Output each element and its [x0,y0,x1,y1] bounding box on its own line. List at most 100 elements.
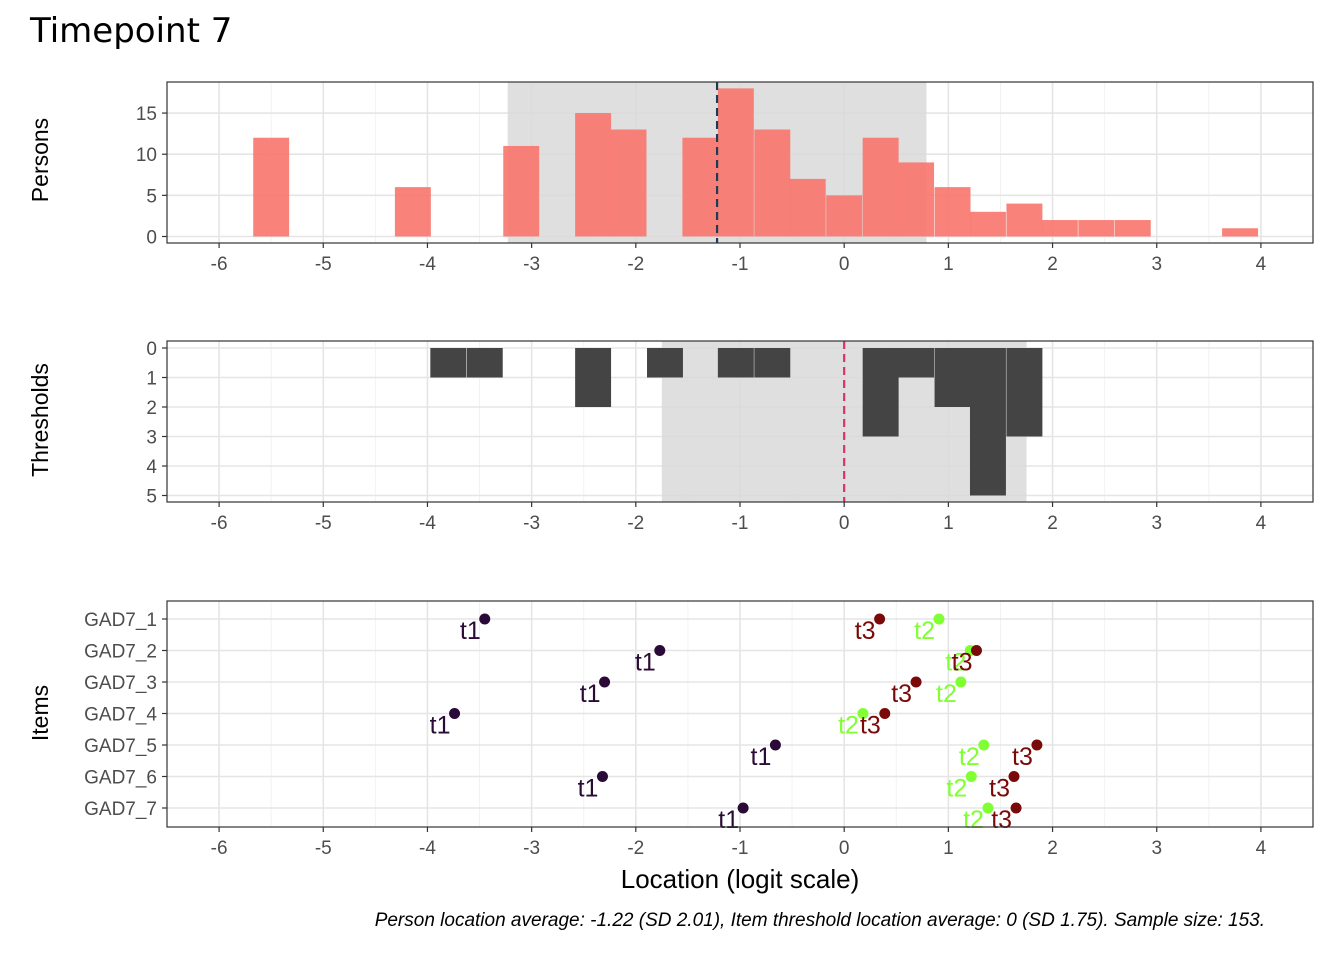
y-tick-label: 2 [146,398,157,419]
threshold-point-label-t1: t1 [460,617,481,645]
threshold-point-t3 [1031,739,1043,751]
threshold-point-label-t3: t3 [855,617,876,645]
x-tick-label: 3 [1151,838,1162,859]
item-label: GAD7_4 [84,705,157,726]
person-bar [1114,220,1151,237]
y-tick-label: 4 [146,457,157,478]
threshold-point-t2 [955,676,967,688]
threshold-point-label-t2: t2 [963,806,984,834]
x-tick-label: 3 [1151,513,1162,534]
threshold-point-label-t3: t3 [991,806,1012,834]
x-tick-label: -4 [419,838,436,859]
threshold-bar [969,348,1006,496]
chart-title: Timepoint 7 [29,11,232,51]
x-tick-label: -6 [211,838,228,859]
threshold-point-t2 [982,802,994,814]
x-tick-label: 4 [1256,838,1267,859]
panel-border [166,600,1314,828]
threshold-point-t1 [449,708,461,719]
x-tick-label: -4 [419,513,436,534]
threshold-bar [1006,348,1043,437]
threshold-bar [575,348,612,407]
y-tick-label: 1 [146,369,157,390]
threshold-point-label-t3: t3 [989,775,1010,803]
threshold-point-t3 [874,613,886,625]
person-bar [503,145,540,237]
thresholds-axis-label: Thresholds [27,363,53,477]
threshold-point-t3 [970,645,982,656]
x-tick-label: -3 [523,513,540,534]
person-bar [610,129,647,237]
person-bar [1222,228,1259,237]
item-label: GAD7_1 [84,610,157,631]
threshold-point-label-t3: t3 [952,649,973,677]
y-tick-label: 15 [136,104,157,125]
threshold-point-label-t1: t1 [635,649,656,677]
x-tick-label: -2 [627,513,644,534]
threshold-point-label-t3: t3 [891,680,912,708]
threshold-bar [647,348,683,378]
item-label: GAD7_2 [84,642,157,663]
person-bar [789,178,826,237]
person-bar [826,195,863,237]
x-tick-label: 2 [1047,254,1058,275]
x-tick-label: -4 [419,254,436,275]
person-bar [862,137,899,237]
person-bar [969,211,1006,237]
person-bar [754,129,791,237]
threshold-point-t3 [1008,771,1020,782]
persons-axis-label: Persons [27,118,53,202]
x-tick-label: 2 [1047,838,1058,859]
x-tick-label: 4 [1256,254,1267,275]
person-bar [898,162,935,237]
threshold-bar [862,348,899,437]
x-tick-label: 1 [943,254,954,275]
x-tick-label: 4 [1256,513,1267,534]
person-bar [1041,220,1078,237]
threshold-point-label-t2: t2 [945,649,966,677]
y-tick-label: 5 [146,487,157,508]
x-tick-label: -1 [732,513,749,534]
x-tick-label: -3 [523,838,540,859]
person-bar [1078,220,1115,237]
x-tick-label: 1 [943,513,954,534]
x-tick-label: 0 [839,513,850,534]
threshold-point-label-t1: t1 [751,743,772,771]
threshold-point-t2 [978,739,990,751]
threshold-point-t2 [857,708,869,719]
y-tick-label: 0 [146,339,157,360]
x-tick-label: 0 [839,254,850,275]
threshold-point-label-t2: t2 [838,712,859,740]
x-tick-label: 2 [1047,513,1058,534]
x-tick-label: -5 [315,254,332,275]
threshold-bar [717,348,754,378]
x-tick-label: -2 [627,838,644,859]
y-tick-label: 3 [146,428,157,449]
x-tick-label: 1 [943,838,954,859]
threshold-point-label-t1: t1 [580,680,601,708]
x-tick-label: -6 [211,513,228,534]
x-tick-label: -1 [732,254,749,275]
person-bar [1006,203,1043,237]
x-tick-label: 0 [839,838,850,859]
threshold-point-t1 [654,645,666,656]
threshold-point-t3 [879,708,891,719]
threshold-point-label-t2: t2 [936,680,957,708]
person-bar [575,113,612,237]
item-label: GAD7_5 [84,736,157,757]
items-panel: -6 -5 -4 -3 -2 -1 0 1 2 3 4 GAD7_1 GAD7_2 GAD7_3 GAD7_… [84,600,1314,859]
item-label: GAD7_6 [84,768,157,789]
threshold-point-t3 [1010,802,1022,814]
threshold-point-t1 [769,739,781,751]
threshold-point-label-t1: t1 [578,775,599,803]
threshold-bar [934,348,971,407]
x-tick-label: -6 [211,254,228,275]
panel-border [166,81,1314,244]
threshold-point-label-t2: t2 [946,775,967,803]
threshold-bar [466,348,503,378]
threshold-point-label-t1: t1 [430,712,451,740]
threshold-bar [430,348,467,378]
x-tick-label: -5 [315,838,332,859]
threshold-point-t1 [479,613,491,625]
person-bar [253,137,290,237]
